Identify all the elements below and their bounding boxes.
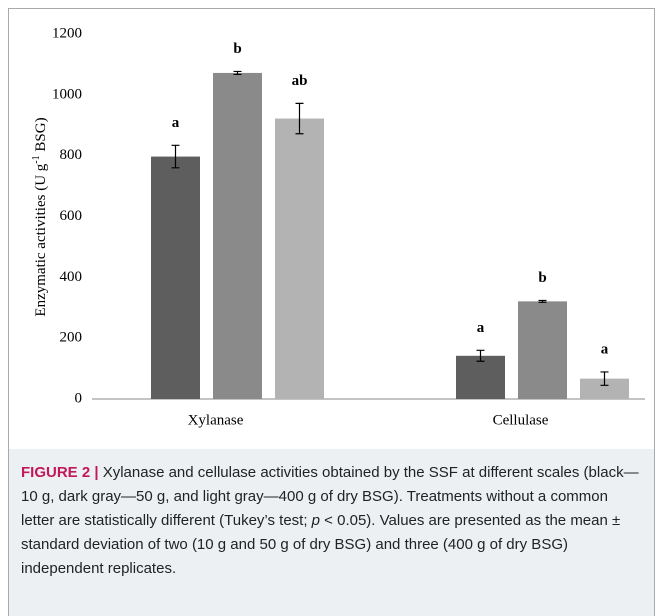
- error-bar: [233, 70, 242, 76]
- x-tick-label: Xylanase: [188, 412, 244, 428]
- significance-letter: a: [601, 341, 609, 357]
- y-tick-label: 800: [60, 147, 83, 163]
- significance-letter: a: [477, 320, 485, 336]
- bar: [275, 118, 324, 399]
- error-bar: [600, 371, 609, 386]
- caption-text: < 0.05). Values are presented as the mea…: [21, 512, 621, 577]
- bar: [151, 156, 200, 399]
- x-tick-label: Cellulase: [493, 412, 549, 428]
- y-tick-label: 200: [60, 330, 83, 346]
- bar: [518, 301, 567, 399]
- y-tick-label: 400: [60, 269, 83, 285]
- y-tick-label: 1000: [52, 86, 82, 102]
- chart: Enzymatic activities (U g-1 BSG) 0 200 400…: [31, 25, 645, 428]
- bar: [456, 355, 505, 399]
- y-axis-title-part: Enzymatic activities (U g: [33, 163, 49, 316]
- bar: [580, 378, 629, 399]
- significance-letter: ab: [292, 73, 308, 89]
- error-bar: [171, 144, 180, 169]
- significance-letter: b: [233, 41, 241, 57]
- error-bar: [476, 349, 485, 362]
- y-axis-title-sup: -1: [31, 155, 42, 163]
- error-bar: [295, 102, 304, 135]
- caption: FIGURE 2 | Xylanase and cellulase activi…: [9, 449, 654, 616]
- y-tick-label: 1200: [52, 25, 82, 41]
- significance-letter: b: [538, 270, 546, 286]
- caption-label: FIGURE 2 |: [21, 464, 99, 481]
- caption-text: Xylanase and cellulase activities obtain…: [21, 464, 639, 529]
- caption-italic: p: [311, 512, 321, 529]
- bar: [213, 72, 262, 399]
- figure-frame: [8, 8, 655, 616]
- error-bar: [538, 299, 547, 303]
- y-axis-title: Enzymatic activities (U g-1 BSG): [31, 117, 49, 316]
- y-axis-title-part: BSG): [33, 117, 49, 155]
- y-tick-label: 600: [60, 208, 83, 224]
- significance-letter: a: [172, 115, 180, 131]
- y-tick-label: 0: [75, 390, 83, 406]
